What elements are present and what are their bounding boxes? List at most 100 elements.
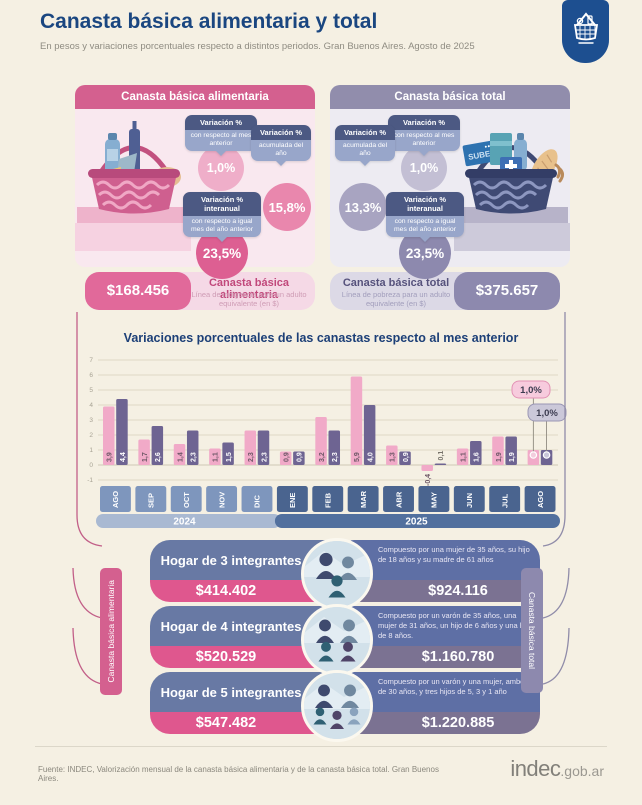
svg-text:1,9: 1,9 bbox=[496, 452, 503, 462]
svg-text:MAY: MAY bbox=[430, 492, 439, 508]
variation-chip-ytd: Variación % acumulada del año bbox=[335, 125, 395, 167]
logo-main: indec bbox=[510, 756, 561, 781]
svg-text:6: 6 bbox=[89, 372, 93, 379]
page-subtitle: En pesos y variaciones porcentuales resp… bbox=[40, 41, 475, 52]
svg-text:0: 0 bbox=[89, 462, 93, 469]
svg-text:1,0%: 1,0% bbox=[536, 408, 558, 419]
tab-label: Canasta básica alimentaria bbox=[106, 580, 116, 683]
total-basket-illustration: SUBE bbox=[456, 117, 566, 217]
svg-text:2,3: 2,3 bbox=[261, 452, 268, 462]
svg-text:AGO: AGO bbox=[536, 491, 545, 508]
svg-text:3,9: 3,9 bbox=[107, 452, 114, 462]
strip-subtitle: Línea de indigencia para un adulto equiv… bbox=[191, 290, 307, 309]
chart-title: Variaciones porcentuales de las canastas… bbox=[123, 331, 519, 345]
svg-text:ENE: ENE bbox=[288, 493, 297, 508]
chip-title: Variación % bbox=[185, 115, 257, 130]
svg-text:1,9: 1,9 bbox=[509, 452, 516, 462]
svg-text:1: 1 bbox=[89, 447, 93, 454]
tab-canasta-alimentaria: Canasta básica alimentaria bbox=[100, 568, 122, 695]
basket-icon bbox=[571, 9, 601, 54]
indec-logo: indec .gob.ar bbox=[510, 756, 604, 782]
panel-canasta-total: Canasta básica total SUBE bbox=[330, 85, 570, 279]
household-3-right-card: Compuesto por una mujer de 35 años, su h… bbox=[342, 540, 540, 602]
chip-title: Variación % interanual bbox=[183, 192, 261, 216]
household-description: Compuesto por un varón de 35 años, una m… bbox=[342, 606, 540, 646]
chip-title: Variación % bbox=[335, 125, 395, 140]
household-4-right-card: Compuesto por un varón de 35 años, una m… bbox=[342, 606, 540, 668]
svg-text:1,4: 1,4 bbox=[177, 452, 184, 462]
household-cba-value: $520.529 bbox=[150, 646, 346, 668]
indec-badge bbox=[562, 0, 609, 63]
svg-text:4,4: 4,4 bbox=[120, 452, 127, 462]
tab-canasta-total: Canasta básica total bbox=[521, 568, 543, 693]
household-cbt-value: $1.160.780 bbox=[342, 646, 540, 668]
pedestal bbox=[456, 207, 568, 223]
svg-text:0,9: 0,9 bbox=[297, 452, 304, 462]
household-description: Compuesto por un varón y una mujer, ambo… bbox=[342, 672, 540, 712]
cbt-amount: $375.657 bbox=[454, 272, 560, 310]
variation-chip-ytd: Variación % acumulada del año bbox=[251, 125, 311, 167]
svg-text:DIC: DIC bbox=[253, 495, 262, 509]
chip-subtitle: con respecto al mes anterior bbox=[388, 130, 460, 152]
svg-text:2,3: 2,3 bbox=[248, 452, 255, 462]
chip-subtitle: acumulada del año bbox=[251, 140, 311, 162]
svg-text:MAR: MAR bbox=[359, 490, 368, 508]
svg-text:FEB: FEB bbox=[324, 492, 333, 508]
variation-chip-yoy: Variación % interanual con respecto a ig… bbox=[386, 192, 464, 243]
household-cba-value: $547.482 bbox=[150, 712, 346, 734]
chip-subtitle: acumulada del año bbox=[335, 140, 395, 162]
chip-subtitle: con respecto a igual mes del año anterio… bbox=[183, 216, 261, 238]
variation-chart: 7 6 5 4 3 2 1 0 -1 2024 2025 AGO SEP OCT NOV DIC ENE FEB M… bbox=[87, 357, 567, 528]
household-cba-value: $414.402 bbox=[150, 580, 346, 602]
svg-text:0,1: 0,1 bbox=[438, 451, 445, 461]
food-basket-illustration bbox=[79, 117, 189, 217]
strip-title: Canasta básica alimentaria bbox=[208, 277, 290, 301]
page-title: Canasta básica alimentaria y total bbox=[40, 10, 378, 33]
chip-subtitle: con respecto a igual mes del año anterio… bbox=[386, 216, 464, 238]
svg-text:AGO: AGO bbox=[111, 491, 120, 508]
pedestal bbox=[77, 207, 189, 223]
svg-text:SEP: SEP bbox=[147, 493, 156, 508]
strip-title: Canasta básica total bbox=[342, 277, 450, 289]
svg-text:OCT: OCT bbox=[182, 492, 191, 508]
svg-text:4: 4 bbox=[89, 402, 93, 409]
footer-divider bbox=[35, 746, 607, 747]
svg-text:4,0: 4,0 bbox=[367, 452, 374, 462]
svg-text:2,3: 2,3 bbox=[191, 452, 198, 462]
svg-text:1,1: 1,1 bbox=[213, 452, 220, 462]
left-connector-lines bbox=[72, 312, 103, 685]
variation-bubble-ytd: 15,8% bbox=[263, 183, 311, 231]
household-5-right-card: Compuesto por un varón y una mujer, ambo… bbox=[342, 672, 540, 734]
svg-text:2024: 2024 bbox=[173, 517, 196, 528]
chip-subtitle: con respecto al mes anterior bbox=[185, 130, 257, 152]
panel-canasta-alimentaria: Canasta básica alimentaria bbox=[75, 85, 315, 279]
svg-text:JUL: JUL bbox=[500, 493, 509, 508]
svg-text:NOV: NOV bbox=[217, 492, 226, 508]
svg-text:2: 2 bbox=[89, 432, 93, 439]
logo-suffix: .gob.ar bbox=[560, 763, 604, 779]
svg-text:-1: -1 bbox=[87, 477, 93, 484]
svg-text:ABR: ABR bbox=[394, 491, 403, 508]
sube-card-label: SUBE bbox=[468, 149, 492, 162]
svg-text:-0,4: -0,4 bbox=[425, 474, 432, 486]
svg-text:JUN: JUN bbox=[465, 493, 474, 508]
household-cbt-value: $1.220.885 bbox=[342, 712, 540, 734]
variation-chip-monthly: Variación % con respecto al mes anterior bbox=[185, 115, 257, 157]
svg-text:1,3: 1,3 bbox=[390, 452, 397, 462]
family-5-illustration bbox=[301, 670, 373, 742]
pedestal bbox=[75, 223, 191, 251]
svg-text:7: 7 bbox=[89, 357, 93, 364]
svg-text:1,1: 1,1 bbox=[460, 452, 467, 462]
chip-title: Variación % bbox=[388, 115, 460, 130]
chip-title: Variación % bbox=[251, 125, 311, 140]
source-note: Fuente: INDEC, Valorización mensual de l… bbox=[38, 765, 439, 783]
svg-text:1,6: 1,6 bbox=[474, 452, 481, 462]
household-cbt-value: $924.116 bbox=[342, 580, 540, 602]
svg-text:0,9: 0,9 bbox=[403, 452, 410, 462]
strip-subtitle: Línea de pobreza para un adulto equivale… bbox=[341, 290, 451, 309]
svg-text:1,0%: 1,0% bbox=[520, 385, 542, 396]
chip-title: Variación % interanual bbox=[386, 192, 464, 216]
svg-text:0,9: 0,9 bbox=[283, 452, 290, 462]
svg-text:2025: 2025 bbox=[405, 517, 428, 528]
